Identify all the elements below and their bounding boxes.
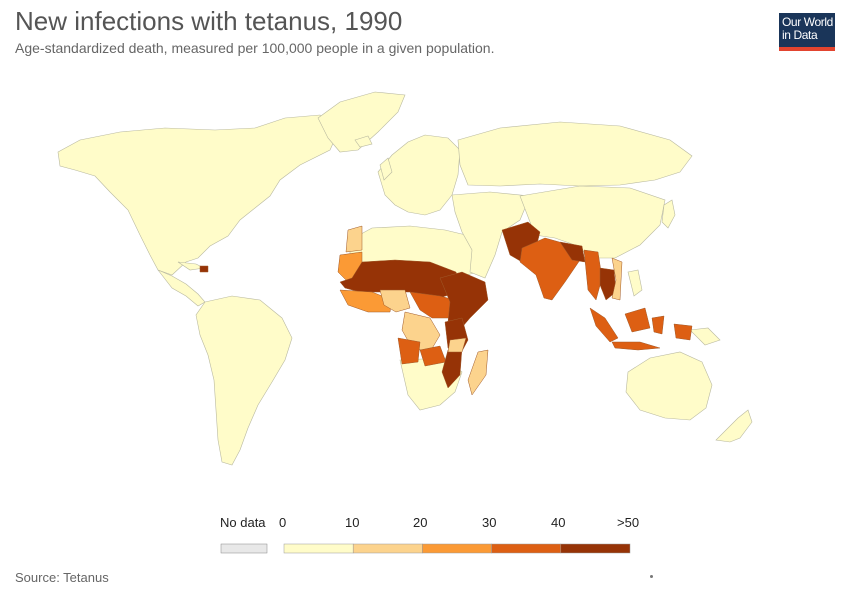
region-uk[interactable] — [379, 157, 393, 181]
legend-tick-30: 30 — [482, 515, 497, 530]
region-sumatra[interactable] — [589, 307, 619, 343]
region-russia[interactable] — [457, 121, 693, 187]
region-australia[interactable] — [625, 351, 713, 421]
legend-tick-20: 20 — [413, 515, 428, 530]
region-cambodia[interactable] — [599, 267, 617, 301]
region-japan[interactable] — [661, 199, 676, 229]
logo-line-1: Our World — [782, 15, 833, 29]
region-nigeria[interactable] — [379, 289, 411, 313]
logo-line-2: in Data — [782, 28, 818, 42]
region-haiti[interactable] — [199, 265, 209, 273]
legend-tick-10: 10 — [345, 515, 360, 530]
legend-bin-4[interactable] — [560, 543, 631, 554]
region-south-america[interactable] — [195, 295, 293, 466]
region-iceland[interactable] — [354, 135, 373, 148]
legend-bin-3[interactable] — [491, 543, 562, 554]
region-png[interactable] — [689, 327, 721, 346]
legend — [220, 543, 631, 554]
logo-accent-bar — [779, 47, 835, 51]
legend-no-data-swatch — [220, 543, 268, 554]
region-java[interactable] — [611, 341, 661, 351]
high-burden-regions — [199, 221, 693, 396]
legend-no-data-label: No data — [220, 515, 266, 530]
chart-title: New infections with tetanus, 1990 — [15, 6, 403, 36]
owid-logo[interactable]: Our World in Data — [779, 13, 835, 51]
region-angola[interactable] — [397, 337, 421, 365]
legend-tick-40: 40 — [551, 515, 566, 530]
chart-subtitle: Age-standardized death, measured per 100… — [15, 40, 495, 56]
region-western-sahara[interactable] — [345, 225, 363, 253]
region-north-america[interactable] — [57, 114, 341, 276]
region-central-america[interactable] — [157, 269, 206, 307]
region-papua-indonesia[interactable] — [673, 323, 693, 341]
region-vietnam[interactable] — [611, 257, 623, 301]
region-europe[interactable] — [377, 134, 461, 216]
region-philippines[interactable] — [627, 269, 643, 297]
legend-bin-0[interactable] — [283, 543, 354, 554]
source-text: Source: Tetanus — [15, 570, 109, 585]
legend-tick-50: >50 — [617, 515, 640, 530]
region-myanmar[interactable] — [583, 249, 603, 301]
legend-tick-0: 0 — [279, 515, 287, 530]
region-india[interactable] — [519, 237, 581, 301]
region-greenland[interactable] — [317, 91, 406, 153]
region-east-asia[interactable] — [519, 185, 666, 259]
region-new-zealand[interactable] — [715, 409, 753, 443]
region-tanzania[interactable] — [447, 337, 467, 353]
region-sulawesi[interactable] — [651, 315, 665, 335]
region-borneo[interactable] — [624, 307, 651, 333]
region-madagascar[interactable] — [467, 349, 489, 396]
region-coastal-west-africa[interactable] — [339, 289, 393, 313]
legend-bin-2[interactable] — [422, 543, 492, 554]
region-horn-of-africa[interactable] — [439, 271, 489, 333]
decorative-dot — [650, 575, 653, 578]
base-land — [57, 91, 753, 466]
legend-bin-1[interactable] — [352, 543, 423, 554]
